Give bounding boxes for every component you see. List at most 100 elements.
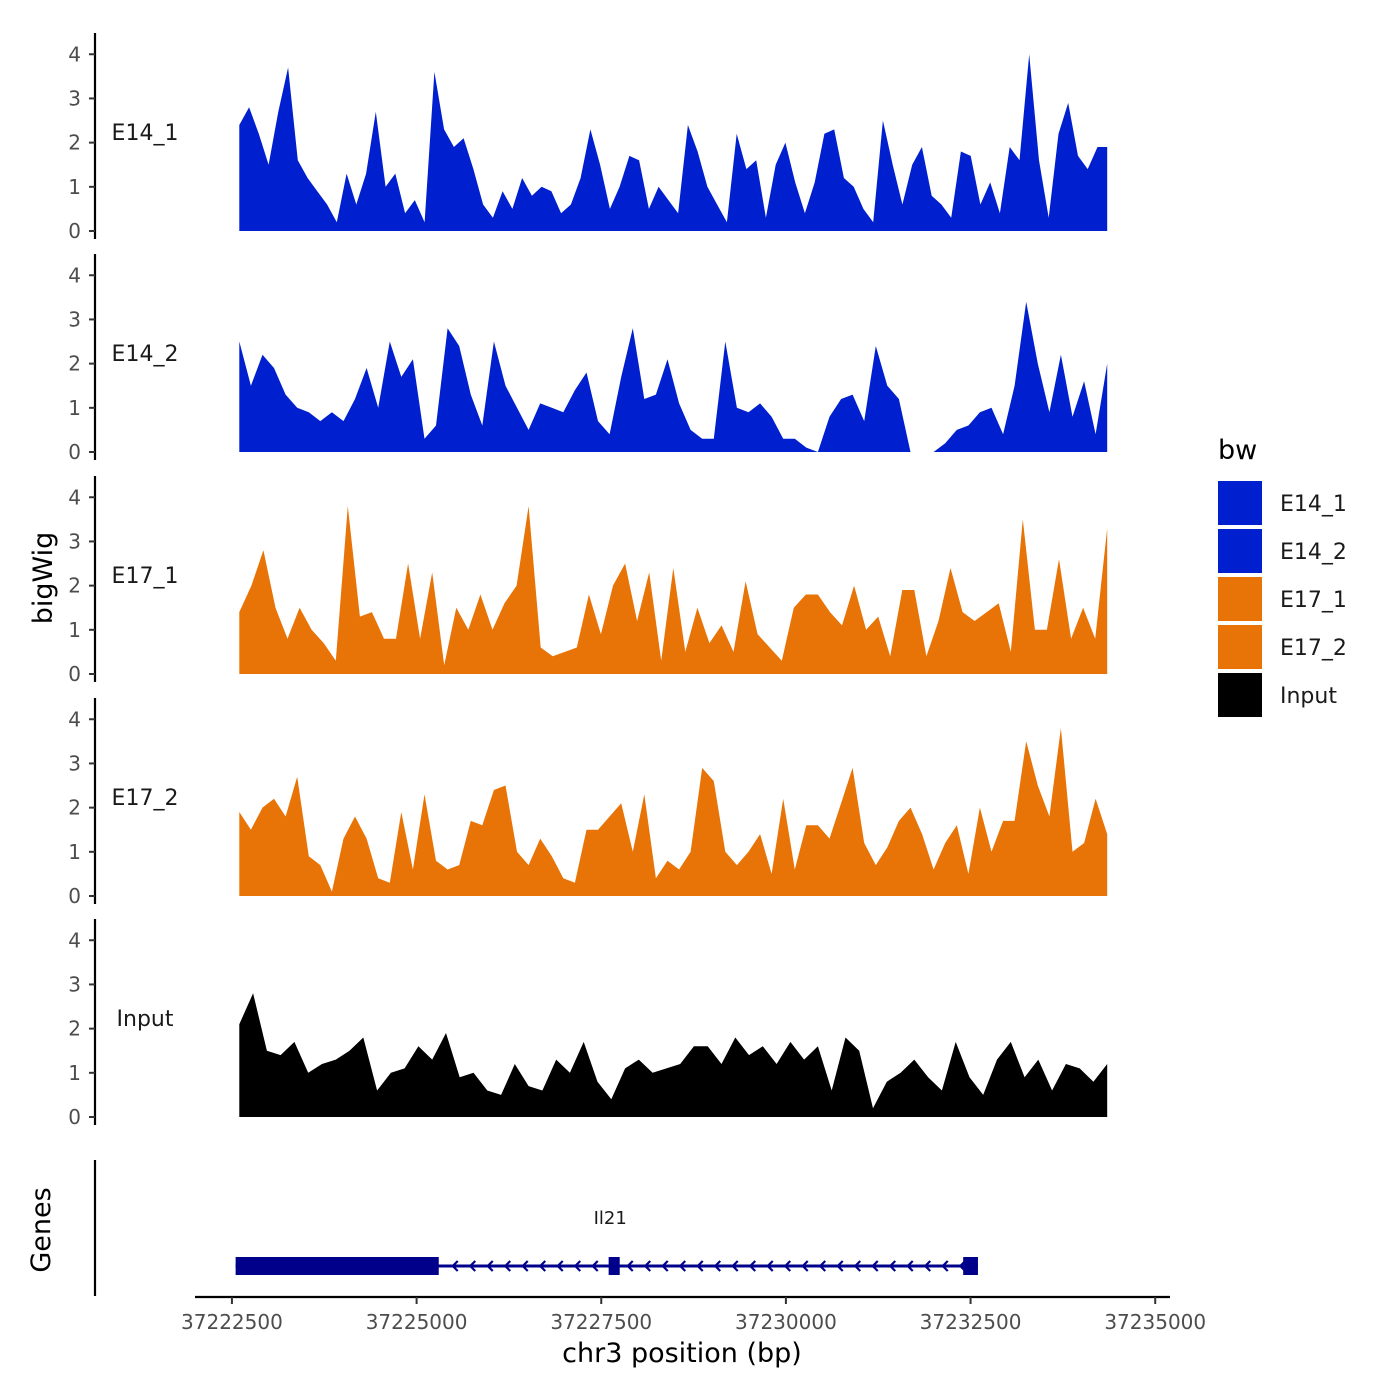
strand-arrow xyxy=(713,1260,722,1272)
legend-item-e17-2: E17_2 xyxy=(1218,625,1347,669)
x-tick-label: 37235000 xyxy=(1104,1310,1206,1334)
strand-arrow xyxy=(783,1260,792,1272)
y-tick-label: 2 xyxy=(68,796,81,820)
gene-model: Il21 xyxy=(235,1208,978,1275)
track-label: E14_2 xyxy=(112,342,179,367)
track-label: E14_1 xyxy=(112,121,179,146)
strand-arrow xyxy=(573,1260,582,1272)
y-tick-label: 1 xyxy=(68,175,81,199)
strand-arrow xyxy=(853,1260,862,1272)
strand-arrow xyxy=(503,1260,512,1272)
track-area xyxy=(239,993,1108,1117)
y-tick-label: 2 xyxy=(68,1017,81,1041)
gene-name-label: Il21 xyxy=(594,1208,627,1229)
x-tick-label: 37227500 xyxy=(550,1310,652,1334)
y-tick-label: 4 xyxy=(68,485,81,509)
track-area xyxy=(239,301,1108,452)
strand-arrow xyxy=(766,1260,774,1272)
y-tick-label: 0 xyxy=(68,440,81,464)
legend-item-e14-2: E14_2 xyxy=(1218,529,1347,573)
y-tick-label: 1 xyxy=(68,396,81,420)
strand-arrow xyxy=(661,1260,669,1272)
x-tick-label: 37225000 xyxy=(366,1310,468,1334)
legend-label: E14_2 xyxy=(1280,540,1347,565)
x-tick-label: 37222500 xyxy=(181,1310,283,1334)
legend-item-e17-1: E17_1 xyxy=(1218,577,1347,621)
y-tick-label: 4 xyxy=(68,263,81,287)
y-tick-label: 2 xyxy=(68,574,81,598)
legend-swatch xyxy=(1218,529,1262,573)
y-tick-label: 0 xyxy=(68,662,81,686)
x-tick-label: 37230000 xyxy=(735,1310,837,1334)
strand-arrow xyxy=(731,1260,739,1272)
y-tick-label: 3 xyxy=(68,972,81,996)
y-tick-label: 0 xyxy=(68,219,81,243)
gene-exon xyxy=(608,1257,620,1275)
track-area xyxy=(239,506,1108,674)
track-e17-2: 0 1 2 3 4 E17_2 xyxy=(68,698,1108,908)
strand-arrow xyxy=(678,1260,687,1272)
legend-label: E17_2 xyxy=(1280,636,1347,661)
strand-arrow xyxy=(696,1260,704,1272)
track-label: E17_2 xyxy=(112,786,179,811)
track-input: 0 1 2 3 4 Input xyxy=(68,919,1108,1129)
track-e14-2: 0 1 2 3 4 E14_2 xyxy=(68,254,1108,464)
strand-arrow xyxy=(818,1260,827,1272)
legend-swatch xyxy=(1218,673,1262,717)
legend-item-e14-1: E14_1 xyxy=(1218,481,1347,525)
x-tick-label: 37232500 xyxy=(920,1310,1022,1334)
legend-swatch xyxy=(1218,577,1262,621)
y-tick-label: 4 xyxy=(68,707,81,731)
y-tick-label: 2 xyxy=(68,352,81,376)
track-label: E17_1 xyxy=(112,564,179,589)
tracks-layer: 0 1 2 3 4 E14_1 0 1 2 3 4 E14_2 0 1 2 3 4 E17_1 0 1 2 3 4 E17_2… xyxy=(68,33,1108,1129)
legend: bw E14_1 E14_2 E17_1 E17_2 Input xyxy=(1218,435,1347,717)
legend-item-input: Input xyxy=(1218,673,1337,717)
x-axis-title: chr3 position (bp) xyxy=(562,1338,802,1369)
strand-arrow xyxy=(801,1260,809,1272)
y-tick-label: 1 xyxy=(68,618,81,642)
y-tick-label: 0 xyxy=(68,884,81,908)
track-area xyxy=(239,728,1108,896)
genes-axis-title: Genes xyxy=(26,1187,57,1272)
legend-swatch xyxy=(1218,625,1262,669)
y-tick-label: 4 xyxy=(68,928,81,952)
strand-arrow xyxy=(643,1260,652,1272)
track-e14-1: 0 1 2 3 4 E14_1 xyxy=(68,33,1108,243)
legend-label: Input xyxy=(1280,684,1337,709)
strand-arrow xyxy=(871,1260,879,1272)
strand-arrow xyxy=(941,1260,949,1272)
strand-arrow xyxy=(486,1260,494,1272)
y-tick-label: 1 xyxy=(68,1061,81,1085)
strand-arrow xyxy=(468,1260,477,1272)
strand-arrow xyxy=(556,1260,564,1272)
y-tick-label: 3 xyxy=(68,86,81,110)
y-tick-label: 0 xyxy=(68,1105,81,1129)
x-axis: 37222500 37225000 37227500 37230000 37232500… xyxy=(181,1295,1206,1334)
strand-arrow xyxy=(591,1260,599,1272)
track-area xyxy=(239,54,1108,231)
gene-exon xyxy=(235,1257,439,1275)
y-tick-label: 3 xyxy=(68,307,81,331)
y-tick-label: 1 xyxy=(68,840,81,864)
legend-label: E14_1 xyxy=(1280,492,1347,517)
legend-label: E17_1 xyxy=(1280,588,1347,613)
gene-exon xyxy=(963,1257,978,1275)
track-label: Input xyxy=(117,1007,174,1032)
track-e17-1: 0 1 2 3 4 E17_1 xyxy=(68,476,1108,686)
y-tick-label: 4 xyxy=(68,42,81,66)
strand-arrow xyxy=(521,1260,529,1272)
y-tick-label: 2 xyxy=(68,131,81,155)
genes-panel: Il21 xyxy=(93,1160,978,1296)
legend-title: bw xyxy=(1218,435,1257,466)
y-axis-title: bigWig xyxy=(28,532,59,625)
y-tick-label: 3 xyxy=(68,529,81,553)
strand-arrow xyxy=(538,1260,547,1272)
strand-arrow xyxy=(888,1260,897,1272)
strand-arrow xyxy=(836,1260,844,1272)
strand-arrow xyxy=(626,1260,634,1272)
legend-swatch xyxy=(1218,481,1262,525)
y-tick-label: 3 xyxy=(68,751,81,775)
strand-arrow xyxy=(451,1260,459,1272)
